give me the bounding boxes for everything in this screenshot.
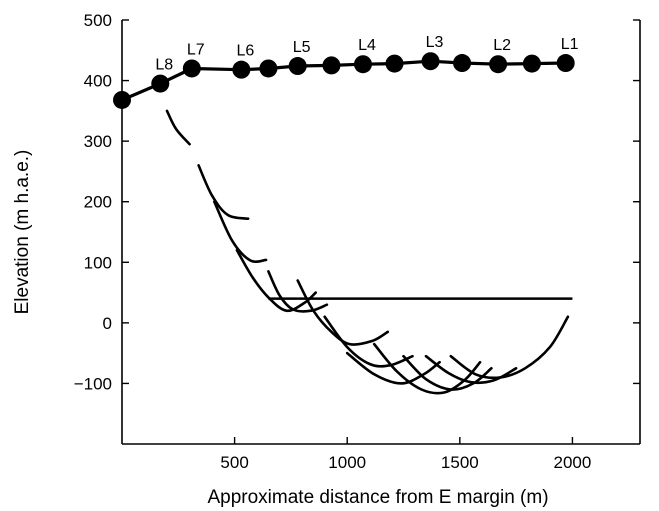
point-label: L6 [236,43,254,60]
failure-surface-arc [165,109,191,146]
y-tick-label: −100 [74,374,112,393]
y-tick-label: 100 [84,253,112,272]
profile-point [151,74,170,93]
failure-surface-arc [372,342,482,395]
surface-profile [113,52,575,109]
failure-surface-arc [197,164,250,220]
failure-surface-arc [213,200,268,264]
y-tick-label: 400 [84,72,112,91]
failure-surface-arc [402,354,493,391]
x-tick-label: 1500 [441,453,479,472]
point-label: L1 [561,36,579,53]
point-label: L3 [426,34,444,51]
y-tick-label: 200 [84,193,112,212]
profile-point [322,56,341,75]
point-label: L5 [293,39,311,56]
y-tick-label: 300 [84,132,112,151]
ticks: −100 0 100 200 300 400 500 500 1000 1500 2000 [74,11,640,472]
failure-surface-arc [424,354,518,385]
point-label: L8 [155,57,173,74]
profile-point [453,54,472,73]
failure-surface-arc [267,270,329,313]
failure-surfaces [165,109,570,395]
profile-point [489,55,508,74]
x-tick-label: 1000 [328,453,366,472]
profile-point [259,59,278,78]
y-tick-label: 0 [103,314,112,333]
x-tick-label: 2000 [554,453,592,472]
x-axis-title: Approximate distance from E margin (m) [207,487,548,508]
point-label: L4 [358,37,376,54]
point-label: L7 [187,41,205,58]
failure-surface-arc [296,279,390,346]
profile-point [556,54,575,73]
profile-point [522,54,541,73]
failure-surface-arc [345,351,441,385]
profile-point [421,52,440,71]
profile-point [182,59,201,78]
profile-point [288,57,307,76]
y-tick-label: 500 [84,11,112,30]
failure-surface-arc [235,248,317,313]
point-label: L2 [493,37,511,54]
profile-point [385,54,404,73]
x-tick-label: 500 [220,453,248,472]
point-labels: L1 L2 L3 L4 L5 L6 L7 L8 [155,34,578,73]
profile-point [232,60,251,79]
y-axis-title: Elevation (m h.a.e.) [12,150,33,315]
profile-point [353,55,372,74]
axes [121,20,641,445]
failure-surface-arc [323,315,414,368]
failure-surface-arc [449,315,570,380]
